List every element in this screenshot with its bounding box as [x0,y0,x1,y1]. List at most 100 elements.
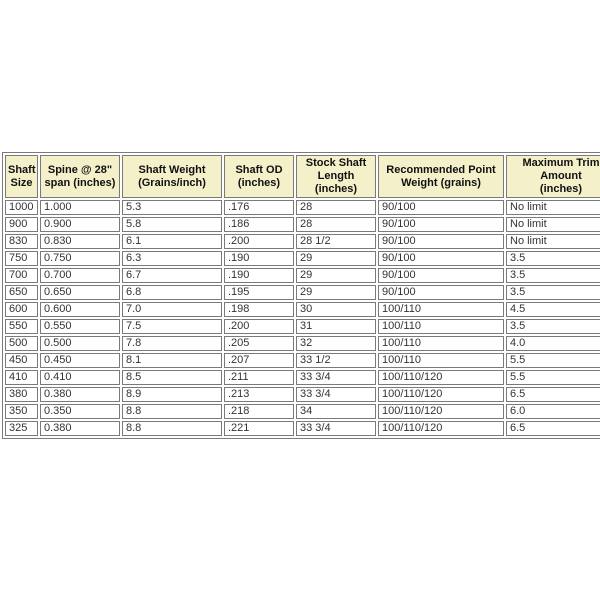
table-row-325: 325 0.380 8.8.221 33 3/4 100/110/120 6.5 [5,421,600,436]
cell-stock-shaft-length: 28 [296,200,376,215]
column-header-shaft-od: Shaft OD (inches) [224,155,294,198]
table-row-550: 550 0.550 7.5.200 31 100/110 3.5 [5,319,600,334]
cell-shaft-od: .205 [224,336,294,351]
cell-point-weight: 90/100 [378,217,504,232]
cell-stock-shaft-length: 31 [296,319,376,334]
cell-max-trim: 4.5 [506,302,600,317]
cell-max-trim: No limit [506,234,600,249]
cell-stock-shaft-length: 33 1/2 [296,353,376,368]
cell-stock-shaft-length: 29 [296,285,376,300]
cell-spine: 0.410 [40,370,120,385]
cell-shaft-weight: 7.8 [122,336,222,351]
table-row-830: 830 0.830 6.1.200 28 1/2 90/100 No limit [5,234,600,249]
cell-shaft-weight: 6.1 [122,234,222,249]
cell-point-weight: 90/100 [378,268,504,283]
table-row-750: 750 0.750 6.3.190 29 90/100 3.5 [5,251,600,266]
cell-shaft-od: .200 [224,234,294,249]
cell-shaft-weight: 6.8 [122,285,222,300]
cell-shaft-size: 700 [5,268,38,283]
cell-shaft-od: .195 [224,285,294,300]
cell-shaft-size: 500 [5,336,38,351]
cell-shaft-weight: 8.8 [122,404,222,419]
cell-shaft-od: .198 [224,302,294,317]
column-header-spine: Spine @ 28" span (inches) [40,155,120,198]
table-body: 1000 1.000 5.3.176 28 90/100 No limit 900 0.900… [5,200,600,436]
cell-stock-shaft-length: 33 3/4 [296,421,376,436]
cell-point-weight: 100/110 [378,353,504,368]
cell-shaft-weight: 8.1 [122,353,222,368]
cell-spine: 0.380 [40,421,120,436]
cell-shaft-od: .176 [224,200,294,215]
cell-shaft-od: .218 [224,404,294,419]
cell-point-weight: 90/100 [378,285,504,300]
cell-point-weight: 90/100 [378,200,504,215]
cell-shaft-weight: 7.0 [122,302,222,317]
cell-max-trim: 4.0 [506,336,600,351]
cell-stock-shaft-length: 28 [296,217,376,232]
cell-max-trim: No limit [506,200,600,215]
cell-shaft-weight: 6.7 [122,268,222,283]
table-row-380: 380 0.380 8.9.213 33 3/4 100/110/120 6.5 [5,387,600,402]
cell-max-trim: 3.5 [506,319,600,334]
cell-shaft-size: 550 [5,319,38,334]
cell-spine: 0.650 [40,285,120,300]
cell-spine: 1.000 [40,200,120,215]
cell-stock-shaft-length: 28 1/2 [296,234,376,249]
column-header-shaft-weight: Shaft Weight (Grains/inch) [122,155,222,198]
cell-point-weight: 100/110/120 [378,421,504,436]
cell-shaft-weight: 8.5 [122,370,222,385]
column-header-max-trim: Maximum Trim Amount (inches) [506,155,600,198]
cell-shaft-size: 600 [5,302,38,317]
table-row-650: 650 0.650 6.8.195 29 90/100 3.5 [5,285,600,300]
table-row-900: 900 0.900 5.8.186 28 90/100 No limit [5,217,600,232]
table-row-700: 700 0.700 6.7.190 29 90/100 3.5 [5,268,600,283]
cell-shaft-size: 830 [5,234,38,249]
cell-stock-shaft-length: 32 [296,336,376,351]
cell-stock-shaft-length: 29 [296,251,376,266]
cell-spine: 0.700 [40,268,120,283]
cell-spine: 0.600 [40,302,120,317]
table-header: Shaft Size Spine @ 28" span (inches) Shaft… [5,155,600,198]
cell-spine: 0.830 [40,234,120,249]
cell-point-weight: 100/110 [378,336,504,351]
cell-spine: 0.450 [40,353,120,368]
cell-spine: 0.350 [40,404,120,419]
cell-point-weight: 100/110 [378,302,504,317]
cell-shaft-size: 900 [5,217,38,232]
cell-stock-shaft-length: 29 [296,268,376,283]
table-row-500: 500 0.500 7.8.205 32 100/110 4.0 [5,336,600,351]
cell-stock-shaft-length: 33 3/4 [296,387,376,402]
cell-max-trim: 6.0 [506,404,600,419]
cell-shaft-od: .190 [224,268,294,283]
cell-max-trim: No limit [506,217,600,232]
cell-shaft-od: .221 [224,421,294,436]
cell-shaft-od: .211 [224,370,294,385]
table-row-410: 410 0.410 8.5.211 33 3/4 100/110/120 5.5 [5,370,600,385]
cell-max-trim: 3.5 [506,251,600,266]
cell-point-weight: 100/110 [378,319,504,334]
column-header-shaft-size: Shaft Size [5,155,38,198]
cell-spine: 0.900 [40,217,120,232]
cell-shaft-weight: 7.5 [122,319,222,334]
cell-shaft-size: 325 [5,421,38,436]
cell-shaft-size: 410 [5,370,38,385]
cell-point-weight: 100/110/120 [378,404,504,419]
cell-spine: 0.550 [40,319,120,334]
cell-max-trim: 3.5 [506,285,600,300]
cell-stock-shaft-length: 34 [296,404,376,419]
cell-stock-shaft-length: 30 [296,302,376,317]
cell-shaft-size: 350 [5,404,38,419]
table-row-450: 450 0.450 8.1.207 33 1/2 100/110 5.5 [5,353,600,368]
cell-shaft-weight: 8.8 [122,421,222,436]
table-row-600: 600 0.600 7.0.198 30 100/110 4.5 [5,302,600,317]
table-header-row: Shaft Size Spine @ 28" span (inches) Shaft… [5,155,600,198]
table-row-350: 350 0.350 8.8.218 34 100/110/120 6.0 [5,404,600,419]
shaft-spec-table: Shaft Size Spine @ 28" span (inches) Shaft… [2,152,600,439]
cell-spine: 0.380 [40,387,120,402]
column-header-stock-shaft-length: Stock Shaft Length (inches) [296,155,376,198]
cell-max-trim: 6.5 [506,387,600,402]
cell-max-trim: 5.5 [506,353,600,368]
cell-shaft-weight: 6.3 [122,251,222,266]
cell-shaft-weight: 5.3 [122,200,222,215]
